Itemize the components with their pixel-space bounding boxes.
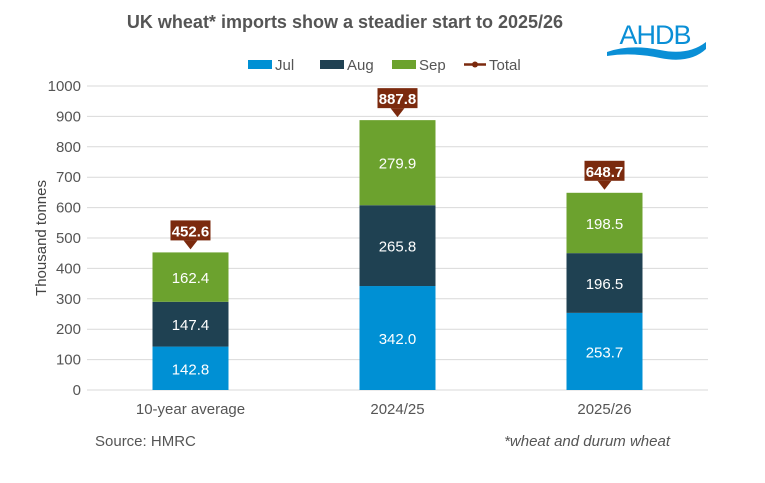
legend: Jul Aug Sep Total [248, 57, 521, 74]
total-label: 648.7 [584, 160, 625, 190]
y-axis-label: Thousand tonnes [33, 180, 50, 296]
data-label: 147.4 [172, 317, 210, 334]
bar-jul [359, 286, 436, 390]
data-label: 342.0 [379, 331, 417, 348]
total-label: 452.6 [170, 220, 211, 250]
y-tick-label: 800 [56, 139, 81, 156]
bar-jul [152, 346, 229, 390]
legend-label: Total [489, 57, 521, 74]
y-tick-label: 0 [73, 382, 81, 399]
y-tick-label: 300 [56, 291, 81, 308]
y-tick-label: 900 [56, 108, 81, 125]
bar-aug [566, 253, 643, 313]
data-label: 253.7 [586, 344, 624, 361]
source-note: Source: HMRC [95, 433, 196, 450]
x-tick-label: 10-year average [136, 401, 245, 418]
chart-title: UK wheat* imports show a steadier start … [127, 12, 563, 32]
bar-sep [359, 120, 436, 206]
data-label: 279.9 [379, 156, 417, 173]
y-tick-label: 700 [56, 169, 81, 186]
data-label: 196.5 [586, 276, 624, 293]
x-tick-label: 2025/26 [577, 401, 631, 418]
legend-label: Aug [347, 57, 374, 74]
y-tick-label: 500 [56, 230, 81, 247]
legend-swatch-sep [392, 60, 416, 69]
svg-text:452.6: 452.6 [172, 223, 210, 240]
svg-text:887.8: 887.8 [379, 91, 417, 108]
bar-sep [566, 192, 643, 254]
svg-text:648.7: 648.7 [586, 164, 624, 181]
data-label: 198.5 [586, 216, 624, 233]
x-tick-label: 2024/25 [370, 401, 424, 418]
legend-label: Sep [419, 57, 446, 74]
y-tick-label: 600 [56, 200, 81, 217]
bar-sep [152, 252, 229, 302]
data-label: 142.8 [172, 361, 210, 378]
legend-swatch-aug [320, 60, 344, 69]
data-label: 162.4 [172, 270, 210, 287]
y-tick-label: 200 [56, 321, 81, 338]
total-label: 887.8 [377, 88, 418, 118]
footnote: *wheat and durum wheat [504, 433, 671, 450]
data-label: 265.8 [379, 239, 417, 256]
ahdb-logo: AHDB [607, 20, 706, 60]
y-tick-label: 400 [56, 260, 81, 277]
y-tick-label: 100 [56, 352, 81, 369]
legend-label: Jul [275, 57, 294, 74]
legend-swatch-jul [248, 60, 272, 69]
bar-aug [152, 301, 229, 347]
bar-aug [359, 205, 436, 287]
bar-jul [566, 312, 643, 390]
svg-text:AHDB: AHDB [619, 20, 690, 50]
y-tick-label: 1000 [48, 78, 81, 95]
